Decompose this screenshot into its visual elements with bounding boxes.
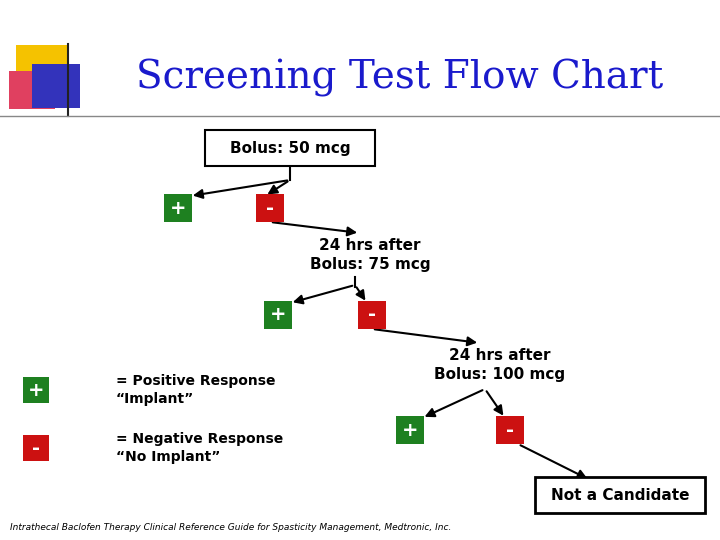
Text: +: + xyxy=(28,381,44,400)
Text: +: + xyxy=(402,421,418,440)
Text: 24 hrs after
Bolus: 100 mcg: 24 hrs after Bolus: 100 mcg xyxy=(434,348,566,382)
Bar xyxy=(16,45,68,91)
Bar xyxy=(23,435,49,461)
Bar xyxy=(264,301,292,329)
Text: -: - xyxy=(266,199,274,218)
Text: = Negative Response
“No Implant”: = Negative Response “No Implant” xyxy=(116,432,283,464)
Text: = Positive Response
“Implant”: = Positive Response “Implant” xyxy=(116,374,276,406)
Text: Not a Candidate: Not a Candidate xyxy=(551,488,689,503)
Bar xyxy=(358,301,386,329)
Bar xyxy=(9,71,55,109)
Bar xyxy=(164,194,192,222)
Text: -: - xyxy=(368,306,376,325)
Text: Bolus: 50 mcg: Bolus: 50 mcg xyxy=(230,140,351,156)
Text: +: + xyxy=(270,306,287,325)
Bar xyxy=(205,130,375,166)
Bar xyxy=(23,377,49,403)
Text: 24 hrs after
Bolus: 75 mcg: 24 hrs after Bolus: 75 mcg xyxy=(310,238,431,272)
Text: Screening Test Flow Chart: Screening Test Flow Chart xyxy=(136,59,664,97)
Bar xyxy=(535,477,705,513)
Text: -: - xyxy=(32,438,40,457)
Bar xyxy=(32,64,80,108)
Bar xyxy=(256,194,284,222)
Text: -: - xyxy=(506,421,514,440)
Text: Intrathecal Baclofen Therapy Clinical Reference Guide for Spasticity Management,: Intrathecal Baclofen Therapy Clinical Re… xyxy=(10,523,451,531)
Text: +: + xyxy=(170,199,186,218)
Bar xyxy=(396,416,424,444)
Bar xyxy=(496,416,524,444)
